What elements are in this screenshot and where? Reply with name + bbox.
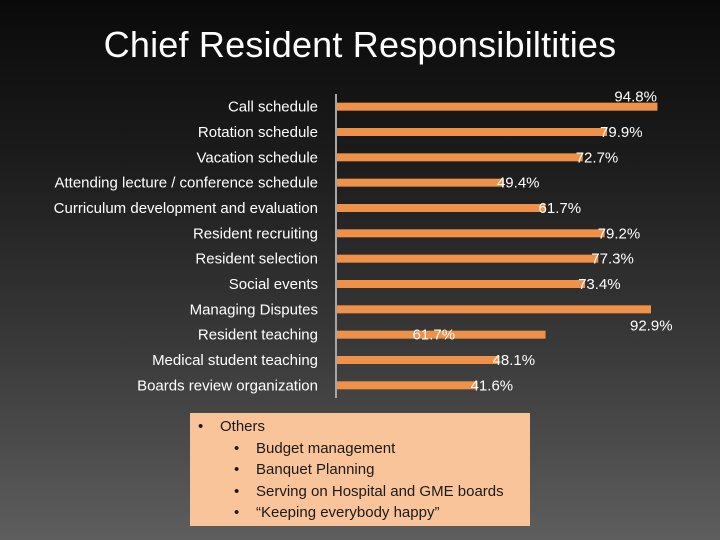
others-callout-box: Others Budget management Banquet Plannin… <box>190 413 530 526</box>
others-item: Banquet Planning <box>198 459 530 481</box>
data-label: 77.3% <box>591 251 634 268</box>
data-label: 92.9% <box>630 317 673 334</box>
data-label: 41.6% <box>471 377 514 394</box>
bar <box>337 153 583 162</box>
bar <box>337 254 599 263</box>
category-label: Call schedule <box>228 99 318 116</box>
data-label: 79.2% <box>598 225 641 242</box>
others-item: Serving on Hospital and GME boards <box>198 481 530 503</box>
bar <box>337 204 546 212</box>
category-label: Boards review organization <box>137 377 318 394</box>
data-label: 61.7% <box>539 200 582 217</box>
category-label: Attending lecture / conference schedule <box>54 175 318 192</box>
data-label: 73.4% <box>578 276 621 293</box>
bar <box>337 128 608 136</box>
data-label: 94.8% <box>614 89 657 106</box>
bar <box>337 229 605 238</box>
bar <box>337 356 500 364</box>
data-label: 48.1% <box>493 352 536 369</box>
page-title: Chief Resident Responsibiltities <box>103 24 617 65</box>
others-item: Budget management <box>198 438 530 460</box>
data-label: 72.7% <box>576 149 619 166</box>
category-label: Vacation schedule <box>197 149 318 166</box>
others-item: “Keeping everybody happy” <box>198 502 530 524</box>
others-heading: Others <box>198 416 530 438</box>
category-label: Managing Disputes <box>190 301 318 318</box>
category-label: Medical student teaching <box>152 352 318 369</box>
category-label: Resident teaching <box>198 327 318 344</box>
category-label: Curriculum development and evaluation <box>54 200 318 217</box>
data-label: 61.7% <box>413 327 456 344</box>
category-label: Rotation schedule <box>198 124 318 141</box>
data-label: 49.4% <box>497 175 540 192</box>
bar <box>337 280 586 288</box>
category-label: Resident recruiting <box>193 225 318 242</box>
bar <box>337 330 546 339</box>
bar <box>337 381 478 390</box>
bar <box>337 305 652 314</box>
bar <box>337 178 504 187</box>
data-label: 79.9% <box>600 124 643 141</box>
bar <box>337 102 658 111</box>
category-label: Social events <box>229 276 318 293</box>
category-label: Resident selection <box>195 251 318 268</box>
